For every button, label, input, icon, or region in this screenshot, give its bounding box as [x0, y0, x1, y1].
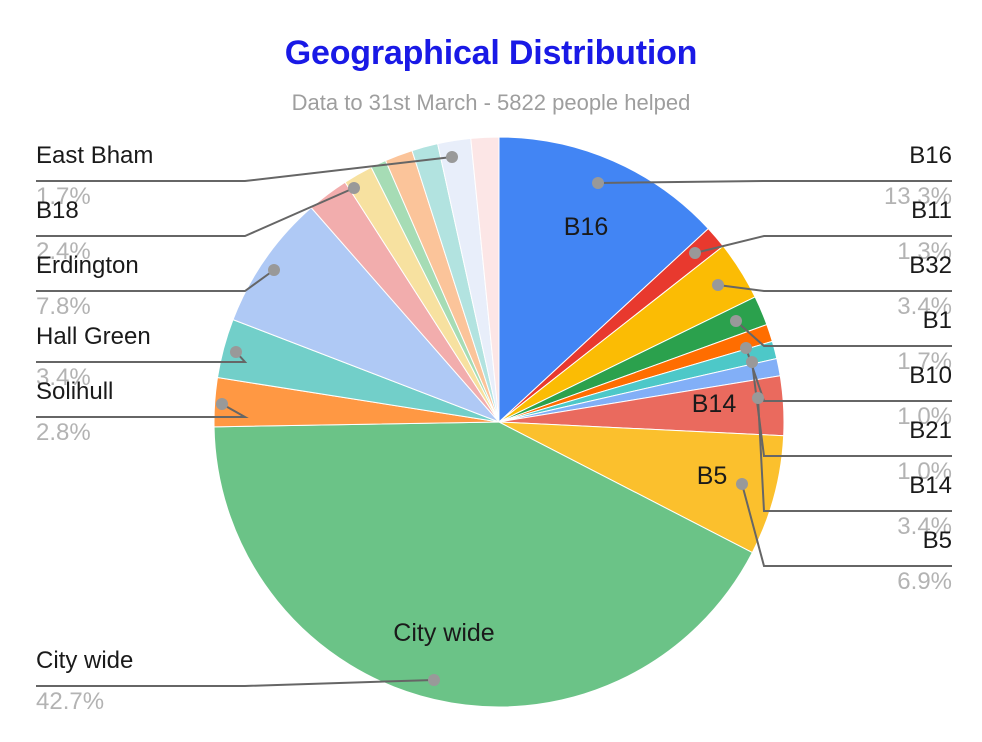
callout-label-name: B32 [909, 252, 952, 279]
pie-slice-label: B14 [692, 390, 737, 418]
callout-label-name: B21 [909, 417, 952, 444]
callout-label-percent: 1.0% [897, 458, 952, 485]
callout-label-name: B18 [36, 197, 79, 224]
pie-slices-group [213, 136, 785, 708]
callout-left: City wide 42.7% [36, 647, 133, 715]
page-title: Geographical Distribution [284, 34, 698, 72]
callout-label-percent: 2.8% [36, 419, 91, 446]
pie-slice-label: B16 [564, 213, 608, 241]
callout-label-name: City wide [36, 647, 133, 674]
callout-left: Solihull 2.8% [36, 378, 113, 446]
callout-right: B5 6.9% [897, 527, 952, 595]
callout-leader-dot [428, 674, 440, 686]
callout-right: B11 1.3% [897, 197, 952, 265]
callout-right: B32 3.4% [897, 252, 952, 320]
chart-subtitle: Data to 31st March - 5822 people helped [291, 90, 691, 115]
callout-right: B16 13.3% [884, 142, 952, 210]
callout-left: Hall Green 3.4% [36, 323, 151, 391]
callout-label-name: B16 [909, 142, 952, 169]
pie-slice[interactable] [498, 421, 785, 554]
callout-left: Erdington 7.8% [36, 252, 139, 320]
pie-slice[interactable] [232, 207, 500, 423]
callout-leader-line [36, 269, 275, 292]
callout-right: B10 1.0% [897, 362, 952, 430]
callout-leader-dot [268, 264, 280, 276]
callout-label-percent: 1.0% [897, 403, 952, 430]
callout-leader-line [717, 284, 952, 292]
callout-leader-dot [736, 478, 748, 490]
callout-leader-line [597, 180, 952, 184]
callout-leader-line [36, 351, 248, 363]
leader-lines-group [36, 151, 952, 687]
callout-leader-line [741, 483, 952, 567]
callout-label-percent: 42.7% [36, 688, 104, 715]
callout-leader-line [694, 235, 952, 254]
callout-leader-line [36, 156, 453, 182]
callout-label-percent: 1.7% [897, 348, 952, 375]
callout-right: B1 1.7% [897, 307, 952, 375]
callout-left: B18 2.4% [36, 197, 91, 265]
callout-label-name: B14 [909, 472, 952, 499]
callout-leader-dot [730, 315, 742, 327]
callout-leader-line [757, 397, 952, 512]
callout-leader-line [36, 187, 355, 237]
callout-leader-dot [216, 398, 228, 410]
pie-slice[interactable] [498, 136, 709, 423]
callout-label-percent: 1.3% [897, 238, 952, 265]
callout-leader-dot [348, 182, 360, 194]
callout-labels-group: B1613.3%B111.3%B323.4%B11.7%B101.0%B211.… [36, 142, 952, 715]
callout-leader-line [36, 679, 435, 687]
callout-label-percent: 3.4% [36, 364, 91, 391]
pie-slice[interactable] [213, 421, 753, 708]
callout-label-percent: 7.8% [36, 293, 91, 320]
callout-leader-dot [592, 177, 604, 189]
callout-label-name: B5 [923, 527, 952, 554]
callout-right: B14 3.4% [897, 472, 952, 540]
callout-leader-dot [689, 247, 701, 259]
callout-leader-dot [752, 392, 764, 404]
callout-label-name: Solihull [36, 378, 113, 405]
callout-label-name: East Bham [36, 142, 153, 169]
callout-label-percent: 2.4% [36, 238, 91, 265]
callout-leader-dot [230, 346, 242, 358]
callout-label-percent: 6.9% [897, 568, 952, 595]
callout-label-name: B1 [923, 307, 952, 334]
callout-label-percent: 13.3% [884, 183, 952, 210]
callout-label-name: B10 [909, 362, 952, 389]
pie-slice[interactable] [470, 136, 500, 423]
callout-left: East Bham 1.7% [36, 142, 153, 210]
pie-slice-label: City wide [393, 619, 494, 647]
callout-label-name: Hall Green [36, 323, 151, 350]
callout-leader-dot [446, 151, 458, 163]
callout-label-name: B11 [911, 197, 952, 224]
callout-label-percent: 3.4% [897, 293, 952, 320]
callout-right: B21 1.0% [897, 417, 952, 485]
callout-leader-line [735, 320, 952, 347]
callout-leader-dot [746, 356, 758, 368]
pie-slice-label: B5 [697, 462, 728, 490]
callout-leader-line [36, 403, 249, 418]
callout-label-percent: 1.7% [36, 183, 91, 210]
callout-leader-dot [740, 342, 752, 354]
callout-label-percent: 3.4% [897, 513, 952, 540]
in-pie-labels-group: B16 B14 B5 City wide [393, 213, 736, 647]
callout-leader-dot [712, 279, 724, 291]
callout-label-name: Erdington [36, 252, 139, 279]
